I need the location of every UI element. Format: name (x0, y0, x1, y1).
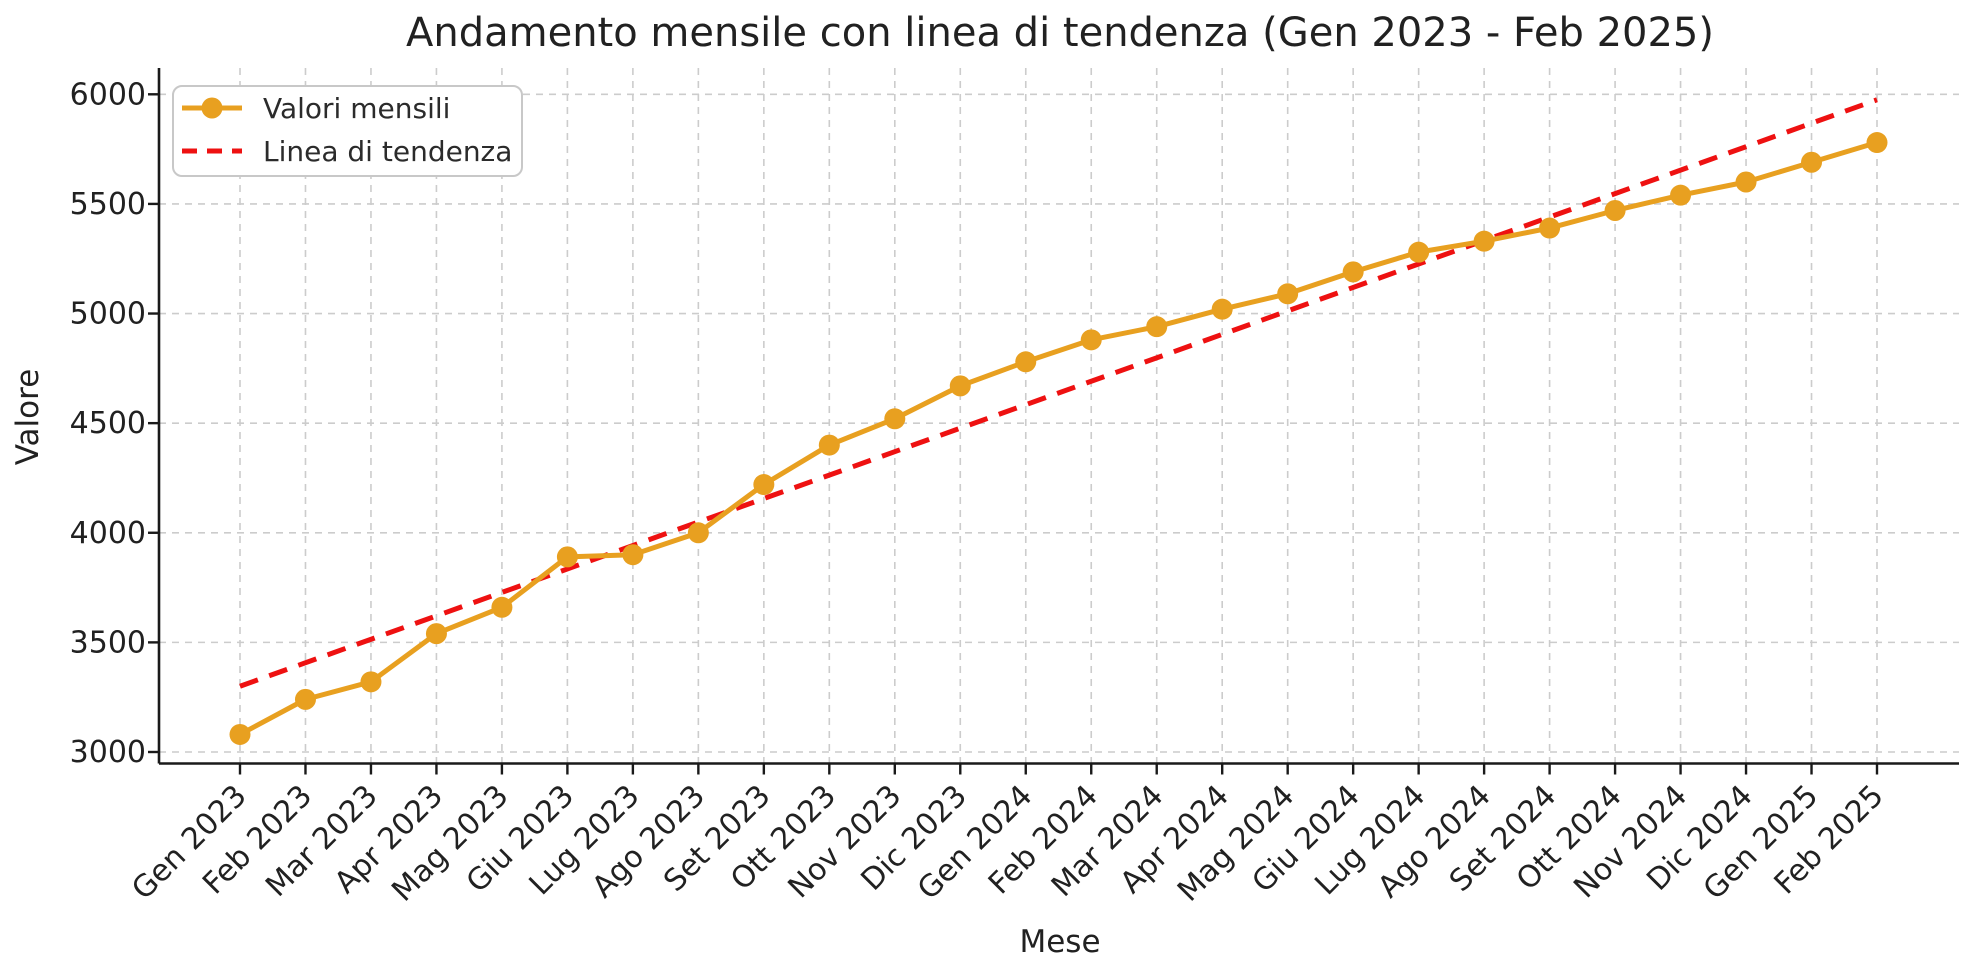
data-point-marker (491, 596, 513, 618)
y-tick-label: 3000 (70, 735, 146, 770)
data-point-marker (229, 723, 251, 745)
data-point-marker (1735, 171, 1757, 193)
data-point-marker (1342, 261, 1364, 283)
trend-line-series (239, 97, 1878, 689)
data-point-marker (1211, 298, 1233, 320)
data-point-marker (1408, 241, 1430, 263)
data-point-marker (1801, 151, 1823, 173)
data-point-marker (360, 671, 382, 693)
data-point-marker (622, 544, 644, 566)
data-point-marker (1080, 329, 1102, 351)
chart-title: Andamento mensile con linea di tendenza … (406, 10, 1714, 56)
data-point-marker (1866, 132, 1888, 154)
legend-entry-trend: Linea di tendenza (182, 135, 512, 168)
x-axis-label: Mese (1019, 924, 1100, 960)
trend-line (239, 97, 1878, 689)
data-point-marker (1146, 316, 1168, 338)
data-point-marker (818, 434, 840, 456)
y-tick-label: 5000 (70, 297, 146, 332)
y-axis-ticks: 3000 3500 4000 4500 5000 5500 6000 (70, 77, 159, 770)
legend-trend-label: Linea di tendenza (263, 135, 512, 168)
legend: Valori mensili Linea di tendenza (172, 85, 523, 177)
data-point-marker (1604, 199, 1626, 221)
y-tick-label: 4000 (70, 516, 146, 551)
y-axis-label: Valore (10, 369, 46, 466)
data-point-marker (556, 546, 578, 568)
data-point-marker (1539, 217, 1561, 239)
y-tick-label: 4500 (70, 406, 146, 441)
data-point-marker (687, 522, 709, 544)
legend-box (172, 85, 523, 177)
data-point-marker (753, 474, 775, 496)
legend-series-label: Valori mensili (263, 92, 450, 125)
y-tick-label: 5500 (70, 187, 146, 222)
data-point-marker (294, 688, 316, 710)
series-line (238, 140, 1878, 737)
data-point-marker (949, 375, 971, 397)
data-point-marker (1670, 184, 1692, 206)
data-point-marker (1015, 351, 1037, 373)
data-point-marker (1473, 230, 1495, 252)
data-point-marker (425, 623, 447, 645)
y-tick-label: 6000 (70, 77, 146, 112)
legend-entry-monthly-values: Valori mensili (182, 92, 450, 125)
y-tick-label: 3500 (70, 625, 146, 660)
data-point-marker (884, 408, 906, 430)
axes (157, 68, 1959, 765)
legend-series-marker-sample (201, 97, 223, 119)
monthly-values-series (229, 132, 1888, 745)
data-point-marker (1277, 283, 1299, 305)
